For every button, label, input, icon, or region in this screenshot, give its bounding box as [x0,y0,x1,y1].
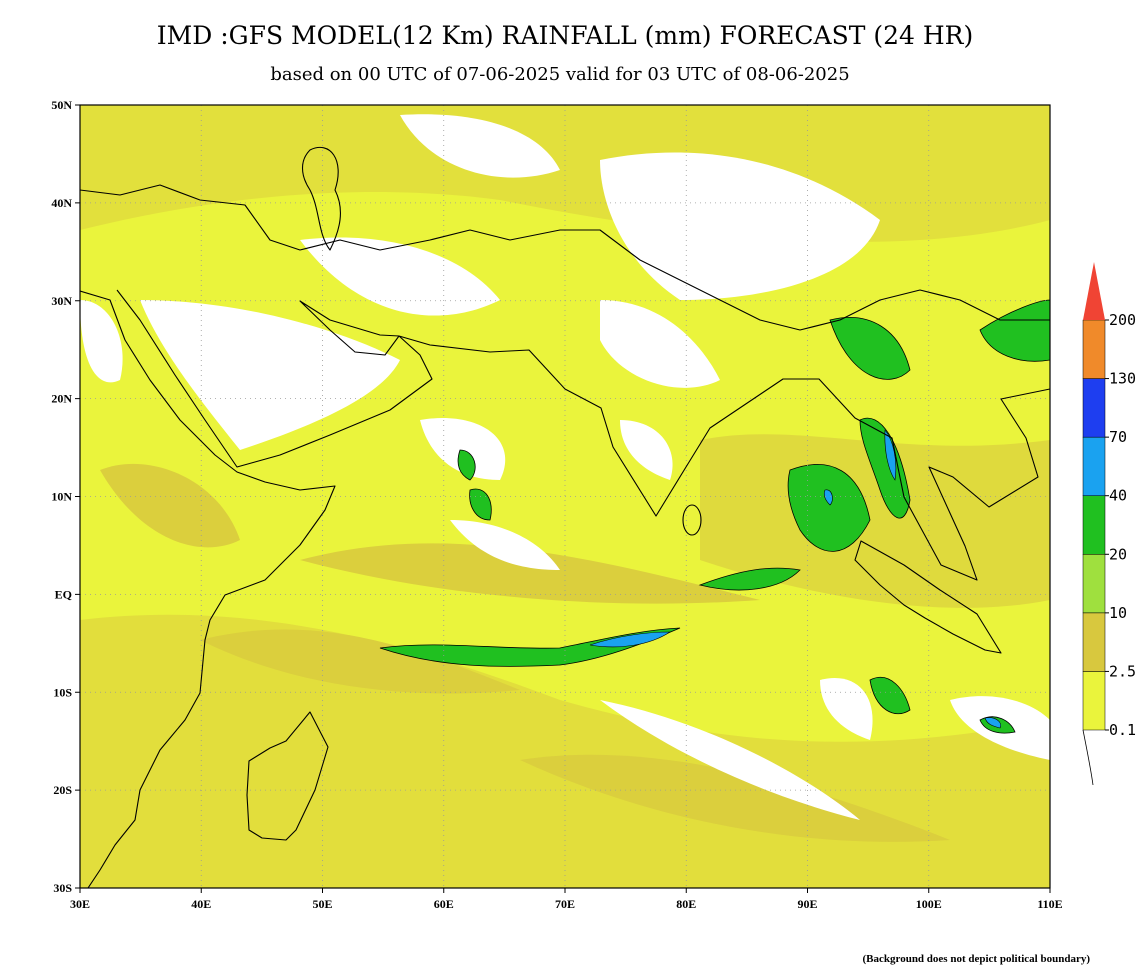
legend-label: 10 [1109,604,1127,622]
y-tick-label: 30S [53,881,72,895]
legend-triangle [1083,262,1105,320]
y-tick-label: 50N [51,98,72,112]
legend-label: 130 [1109,370,1136,388]
title: IMD :GFS MODEL(12 Km) RAINFALL (mm) FORE… [157,21,973,50]
y-tick-label: 10S [53,685,72,699]
x-tick-label: 60E [434,897,454,911]
coastline [80,184,1050,331]
legend-box [1082,319,1106,379]
legend-label: 40 [1109,487,1127,505]
legend-label: 20 [1109,545,1127,563]
grid [80,105,1050,888]
legend-box [1082,671,1106,731]
x-tick-label: 90E [797,897,817,911]
y-tick-label: EQ [55,587,72,601]
legend-label: 0.1 [1109,721,1136,739]
y-tick-label: 30N [51,294,72,308]
x-tick-label: 70E [555,897,575,911]
x-tick-label: 100E [916,897,942,911]
coastline [854,540,1002,654]
legend-box [1082,378,1106,438]
x-tick-label: 110E [1037,897,1062,911]
y-tick-label: 40N [51,196,72,210]
footnote: (Background does not depict political bo… [863,953,1091,965]
coastline [116,289,1050,581]
coastline [80,290,336,888]
coastline [682,504,702,536]
legend-label: 2.5 [1109,662,1136,680]
x-tick-label: 30E [70,897,90,911]
y-tick-label: 20N [51,392,72,406]
y-tick-label: 10N [51,490,72,504]
x-tick-label: 40E [191,897,211,911]
y-tick-label: 20S [53,783,72,797]
x-tick-label: 50E [312,897,332,911]
legend-box [1082,554,1106,614]
legend-box [1082,495,1106,555]
legend-box [1082,436,1106,496]
legend-tail [1082,729,1094,786]
coastline [301,147,341,251]
subtitle: based on 00 UTC of 07-06-2025 valid for … [270,64,849,85]
coastline [246,711,329,841]
x-tick-label: 80E [676,897,696,911]
legend-label: 200 [1109,311,1136,329]
legend-label: 70 [1109,428,1127,446]
rain-field [80,105,1050,888]
legend-box [1082,612,1106,672]
